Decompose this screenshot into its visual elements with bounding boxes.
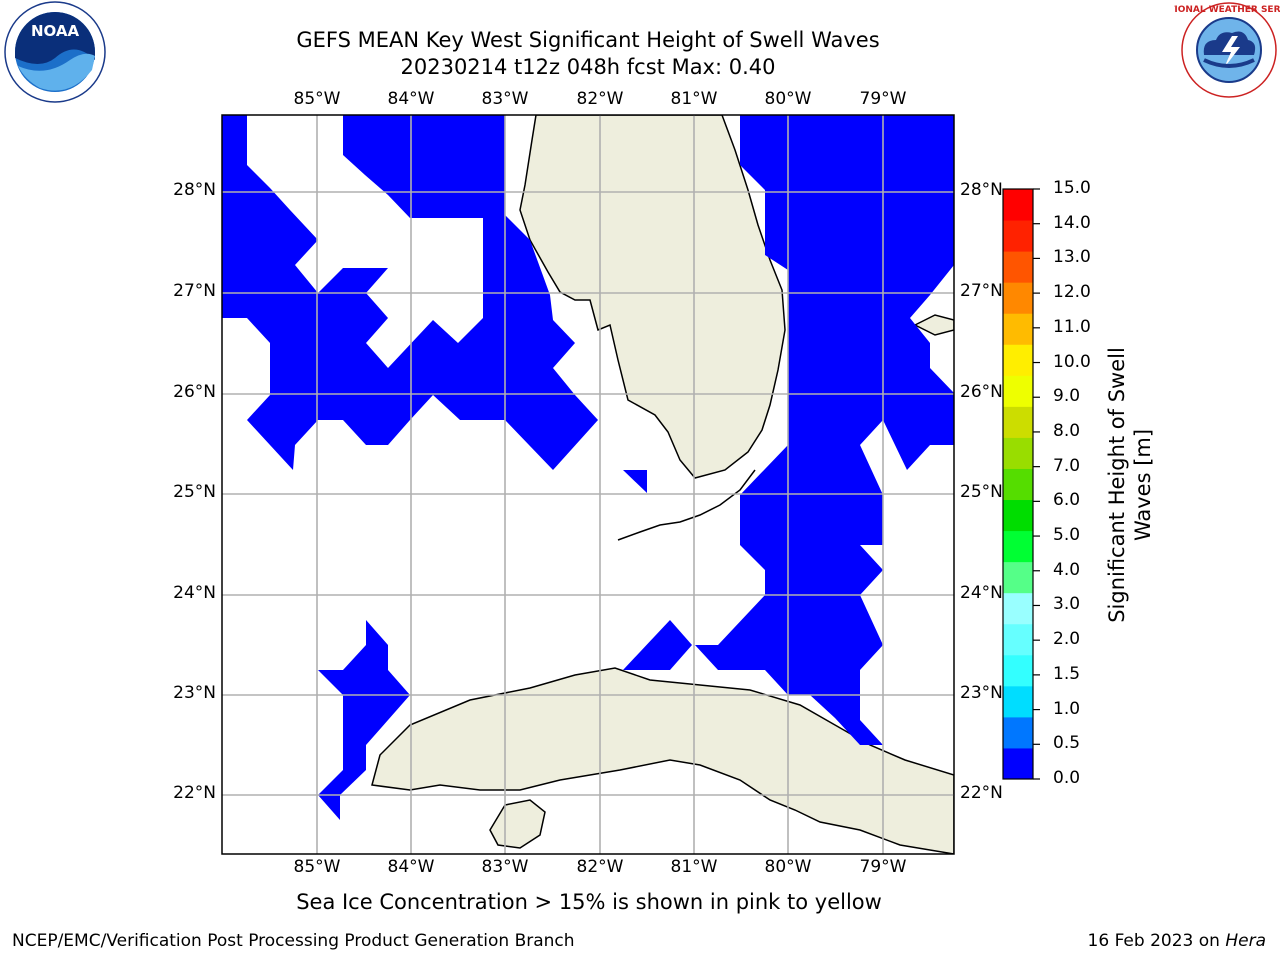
colorbar-block [1003, 437, 1033, 469]
lat-label-right: 25°N [960, 482, 1003, 502]
footer-date-text: 16 Feb 2023 on [1087, 931, 1226, 951]
lon-label-bottom: 82°W [576, 857, 624, 877]
footer-date: 16 Feb 2023 on Hera [1088, 931, 1266, 951]
colorbar-block [1003, 747, 1033, 780]
colorbar-block [1003, 406, 1033, 438]
colorbar-tick-label: 14.0 [1053, 212, 1091, 233]
colorbar-tick-label: 6.0 [1053, 490, 1081, 511]
lat-label-left: 24°N [173, 583, 216, 603]
colorbar-tick-label: 11.0 [1053, 316, 1091, 337]
lon-label-top: 84°W [387, 89, 435, 109]
sea-ice-note: Sea Ice Concentration > 15% is shown in … [296, 890, 882, 914]
colorbar-tick-label: 1.5 [1053, 663, 1081, 684]
colorbar-tick-label: 2.0 [1053, 629, 1081, 650]
lat-label-left: 26°N [173, 382, 216, 402]
lat-label-left: 25°N [173, 482, 216, 502]
colorbar-block [1003, 561, 1033, 594]
lat-label-left: 27°N [173, 281, 216, 301]
colorbar-block [1003, 220, 1033, 252]
colorbar-block [1003, 716, 1033, 749]
swell-height-fill [222, 115, 954, 820]
colorbar-block [1003, 189, 1033, 221]
nws-logo-text: NATIONAL WEATHER SERVICE [1174, 5, 1280, 15]
lon-label-bottom: 85°W [293, 857, 341, 877]
noaa-logo: NOAA [4, 1, 106, 103]
colorbar-tick-label: 8.0 [1053, 420, 1081, 441]
colorbar-tick-label: 13.0 [1053, 247, 1091, 268]
lat-label-right: 26°N [960, 382, 1003, 402]
colorbar-block [1003, 344, 1033, 376]
colorbar-block [1003, 530, 1033, 563]
lon-label-top: 85°W [293, 89, 341, 109]
isla-juventud-land [489, 799, 546, 849]
colorbar-tick-label: 5.0 [1053, 525, 1081, 546]
colorbar-tick-label: 10.0 [1053, 351, 1091, 372]
lat-label-left: 23°N [173, 683, 216, 703]
lat-label-right: 23°N [960, 683, 1003, 703]
colorbar-block [1003, 685, 1033, 718]
colorbar-block [1003, 375, 1033, 407]
colorbar-tick-label: 0.5 [1053, 733, 1081, 754]
lon-label-top: 80°W [764, 89, 812, 109]
florida-keys [617, 469, 756, 541]
colorbar-label-line2: Waves [m] [1131, 428, 1155, 542]
lon-label-top: 82°W [576, 89, 624, 109]
lon-label-bottom: 80°W [764, 857, 812, 877]
colorbar-block [1003, 623, 1033, 656]
colorbar-tick-label: 4.0 [1053, 559, 1081, 580]
colorbar-block [1003, 592, 1033, 625]
lat-label-right: 28°N [960, 180, 1003, 200]
colorbar-tick-label: 7.0 [1053, 455, 1081, 476]
lat-label-left: 28°N [173, 180, 216, 200]
lon-label-bottom: 84°W [387, 857, 435, 877]
colorbar-block [1003, 251, 1033, 283]
colorbar-label-line1: Significant Height of Swell [1105, 347, 1129, 623]
colorbar-frame [1002, 188, 1034, 780]
colorbar-tick-label: 15.0 [1053, 178, 1091, 198]
colorbar-block [1003, 282, 1033, 314]
colorbar-tick-label: 3.0 [1053, 594, 1081, 615]
chart-title: GEFS MEAN Key West Significant Height of… [296, 28, 880, 52]
lat-label-right: 27°N [960, 281, 1003, 301]
nws-logo: NATIONAL WEATHER SERVICE [1174, 2, 1280, 98]
lon-label-top: 79°W [859, 89, 907, 109]
lon-label-top: 81°W [670, 89, 718, 109]
colorbar-block [1003, 499, 1033, 532]
footer-credit: NCEP/EMC/Verification Post Processing Pr… [12, 931, 575, 951]
colorbar-block [1003, 313, 1033, 345]
footer-host: Hera [1225, 931, 1266, 951]
colorbar [1003, 189, 1033, 780]
lat-label-right: 24°N [960, 583, 1003, 603]
lon-label-top: 83°W [481, 89, 529, 109]
lon-label-bottom: 79°W [859, 857, 907, 877]
colorbar-tick-label: 1.0 [1053, 698, 1081, 719]
lat-label-right: 22°N [960, 783, 1003, 803]
map-frame [221, 114, 955, 855]
colorbar-label: Significant Height of Swell Waves [m] [1104, 347, 1156, 623]
chart-subtitle: 20230214 t12z 048h fcst Max: 0.40 [400, 55, 776, 79]
lat-label-left: 22°N [173, 783, 216, 803]
colorbar-block [1003, 468, 1033, 501]
lon-label-bottom: 81°W [670, 857, 718, 877]
lon-label-bottom: 83°W [481, 857, 529, 877]
colorbar-tick-label: 0.0 [1053, 768, 1081, 788]
noaa-logo-text: NOAA [31, 22, 80, 40]
colorbar-tick-label: 12.0 [1053, 282, 1091, 303]
cuba-land [371, 667, 954, 854]
bahamas-land [913, 314, 954, 336]
colorbar-tick-label: 9.0 [1053, 386, 1081, 407]
colorbar-block [1003, 654, 1033, 687]
graticule [222, 115, 954, 854]
